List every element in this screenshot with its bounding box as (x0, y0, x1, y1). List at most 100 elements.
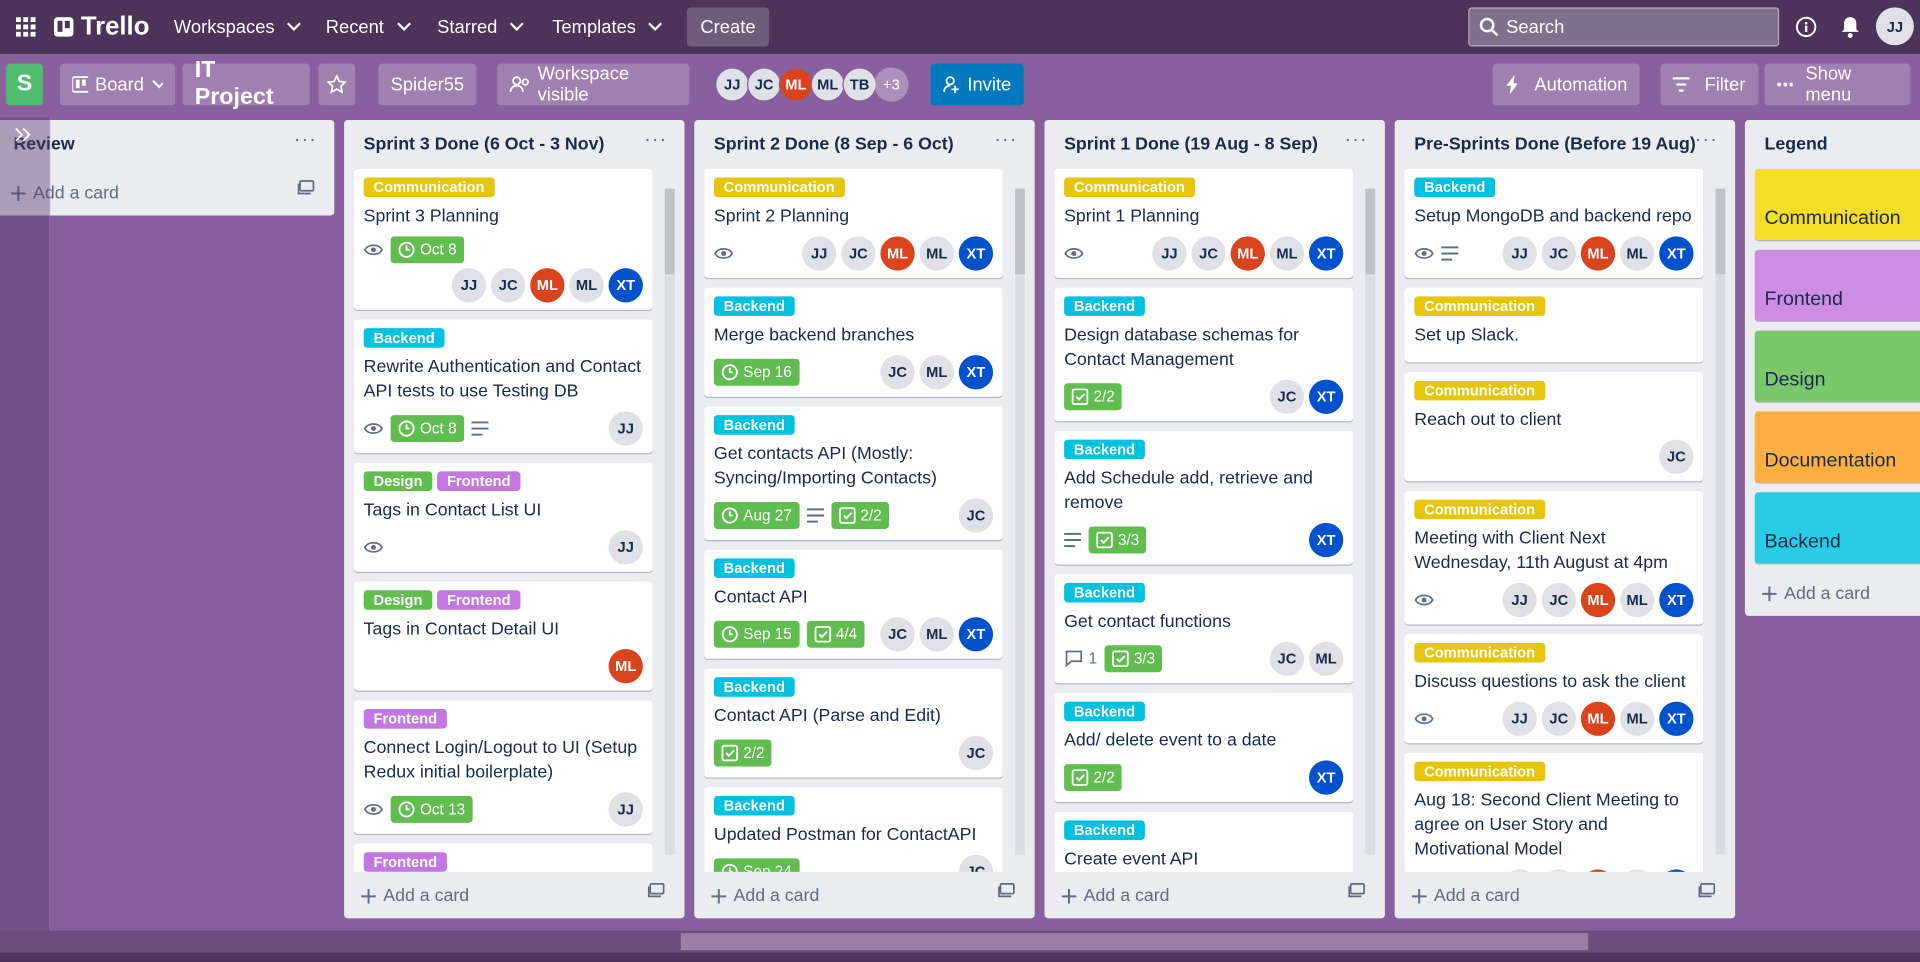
member-avatar[interactable]: ML (1580, 869, 1616, 872)
list-menu[interactable]: ··· (293, 129, 318, 151)
member-avatar[interactable]: XT (1308, 236, 1344, 271)
list-menu[interactable]: ··· (644, 129, 668, 151)
card[interactable]: Communication Sprint 1 Planning JJ JC ML ML XT (1054, 168, 1354, 278)
member-avatar[interactable]: ML (530, 268, 565, 303)
member-avatar[interactable]: JC (1541, 701, 1576, 736)
workspace-button[interactable]: Spider55 (378, 63, 477, 106)
filter-button[interactable]: Filter (1660, 63, 1759, 106)
member-avatar[interactable]: ML (1580, 582, 1616, 618)
create-from-template[interactable] (647, 882, 665, 904)
list-title[interactable]: Legend (1764, 134, 1828, 155)
card[interactable]: Backend Updated Postman for ContactAPI Sep… (704, 787, 1003, 872)
member-avatar[interactable]: JC (1659, 439, 1694, 474)
legend-card[interactable]: Communication (1754, 168, 1920, 241)
logo[interactable]: Trello (53, 0, 149, 54)
member-avatar[interactable]: ML (1620, 236, 1655, 271)
card[interactable]: Communication Aug 18: Second Client Meeti… (1404, 753, 1704, 872)
expand-icon[interactable] (15, 127, 32, 142)
member-avatar[interactable]: XT (1308, 760, 1344, 795)
card[interactable]: Backend Rewrite Authentication and Contac… (353, 319, 653, 454)
list-title[interactable]: Sprint 3 Done (6 Oct - 3 Nov) (363, 134, 605, 155)
member-avatar[interactable]: TB (842, 67, 877, 102)
member-avatar[interactable]: JC (1541, 236, 1576, 271)
card[interactable]: Backend Merge backend branches Sep 16 JC ML X… (704, 287, 1003, 397)
member-avatar[interactable]: ML (1308, 641, 1344, 676)
member-avatar[interactable]: JJ (715, 67, 750, 102)
card[interactable]: Backend Add/ delete event to a date 2/2 XT (1054, 693, 1354, 803)
member-avatar[interactable]: JJ (1502, 236, 1537, 271)
card[interactable]: Communication Discuss questions to ask th… (1404, 634, 1704, 744)
member-avatar[interactable]: JJ (451, 268, 487, 303)
card[interactable]: Communication Sprint 2 Planning JJ JC ML ML XT (704, 168, 1003, 278)
member-avatar[interactable]: XT (958, 617, 994, 652)
list-menu[interactable]: ··· (994, 129, 1018, 151)
member-avatar[interactable]: ML (1620, 869, 1655, 872)
member-avatar[interactable]: JC (958, 735, 994, 771)
member-avatar[interactable]: JC (1191, 236, 1226, 271)
nav-menu[interactable]: Starred (437, 0, 524, 54)
member-avatar[interactable]: ML (608, 648, 643, 684)
member-avatar[interactable]: JJ (1152, 236, 1187, 271)
member-avatar[interactable]: XT (1659, 869, 1694, 872)
automation-button[interactable]: Automation (1492, 63, 1640, 106)
member-avatar[interactable]: JC (1269, 641, 1305, 676)
legend-card[interactable]: Documentation (1754, 411, 1920, 483)
collapsed-sidebar[interactable] (0, 117, 51, 931)
card[interactable]: Backend Contact API (Parse and Edit) 2/2 JC (704, 668, 1003, 778)
info-icon[interactable] (1795, 16, 1817, 38)
member-avatar[interactable]: JJ (608, 792, 643, 827)
member-avatar[interactable]: JC (841, 236, 876, 271)
list-title[interactable]: Pre-Sprints Done (Before 19 Aug) (1414, 134, 1696, 155)
member-avatar[interactable]: JJ (1502, 582, 1537, 618)
list-menu[interactable]: ··· (1344, 129, 1368, 151)
member-avatar[interactable]: JJ (1502, 869, 1537, 872)
add-card[interactable]: Add a card (1061, 887, 1170, 906)
member-avatar[interactable]: JC (880, 617, 915, 652)
member-avatar[interactable]: ML (880, 236, 915, 271)
member-avatar[interactable]: ML (778, 67, 814, 102)
member-avatar[interactable]: ML (919, 617, 954, 652)
member-avatar[interactable]: JC (1269, 379, 1305, 414)
member-avatar[interactable]: JC (491, 268, 526, 303)
member-avatar[interactable]: ML (810, 67, 845, 102)
member-avatar[interactable]: JC (958, 854, 994, 872)
legend-card[interactable]: Design (1754, 330, 1920, 402)
card[interactable]: Backend Setup MongoDB and backend repo JJ J… (1404, 168, 1704, 278)
member-avatar[interactable]: ML (1620, 701, 1655, 736)
member-avatar[interactable]: ML (1620, 582, 1655, 618)
card[interactable]: Communication Meeting with Client Next We… (1404, 491, 1704, 625)
member-avatar[interactable]: ML (1230, 236, 1265, 271)
member-avatar[interactable]: ML (569, 268, 604, 303)
member-avatar[interactable]: JJ (802, 236, 837, 271)
member-avatar[interactable]: XT (1308, 379, 1344, 414)
card[interactable]: Design Frontend Tags in Contact List UI JJ (353, 462, 653, 572)
card[interactable]: Backend Get contact functions 1 3/3 JC ML (1054, 574, 1354, 684)
create-from-template[interactable] (1348, 882, 1365, 904)
add-card[interactable]: Add a card (11, 184, 119, 203)
add-card[interactable]: Add a card (361, 887, 469, 906)
card[interactable]: Design Frontend Tags in Contact Detail UI M… (353, 581, 653, 691)
member-avatar[interactable]: JC (746, 67, 782, 102)
member-avatar[interactable]: JC (958, 498, 994, 533)
member-avatar[interactable]: XT (958, 236, 994, 271)
invite-button[interactable]: Invite (930, 63, 1024, 106)
nav-menu[interactable]: Templates (552, 0, 663, 54)
member-avatar[interactable]: ML (919, 355, 954, 390)
member-avatar[interactable]: JJ (608, 411, 643, 446)
add-card[interactable]: Add a card (1762, 584, 1870, 604)
member-avatar[interactable]: ML (1269, 236, 1305, 271)
card[interactable]: Communication Sprint 3 Planning Oct 8 JJ JC M… (353, 168, 653, 310)
menu-button[interactable]: Show menu (1764, 63, 1911, 106)
member-avatar[interactable]: XT (1659, 701, 1694, 736)
card[interactable]: Backend Contact API Sep 15 4/4 JC ML XT (704, 549, 1003, 659)
add-card[interactable]: Add a card (1411, 887, 1520, 906)
list-title[interactable]: Review (13, 134, 75, 155)
star-button[interactable] (318, 63, 356, 106)
card[interactable]: Backend Get contacts API (Mostly: Syncing… (704, 406, 1003, 541)
list-title[interactable]: Sprint 1 Done (19 Aug - 8 Sep) (1064, 134, 1318, 155)
member-avatar[interactable]: ML (1580, 236, 1616, 271)
workspace-badge[interactable]: S (6, 63, 43, 106)
visibility-button[interactable]: Workspace visible (497, 63, 690, 106)
member-avatar[interactable]: XT (1308, 522, 1344, 558)
